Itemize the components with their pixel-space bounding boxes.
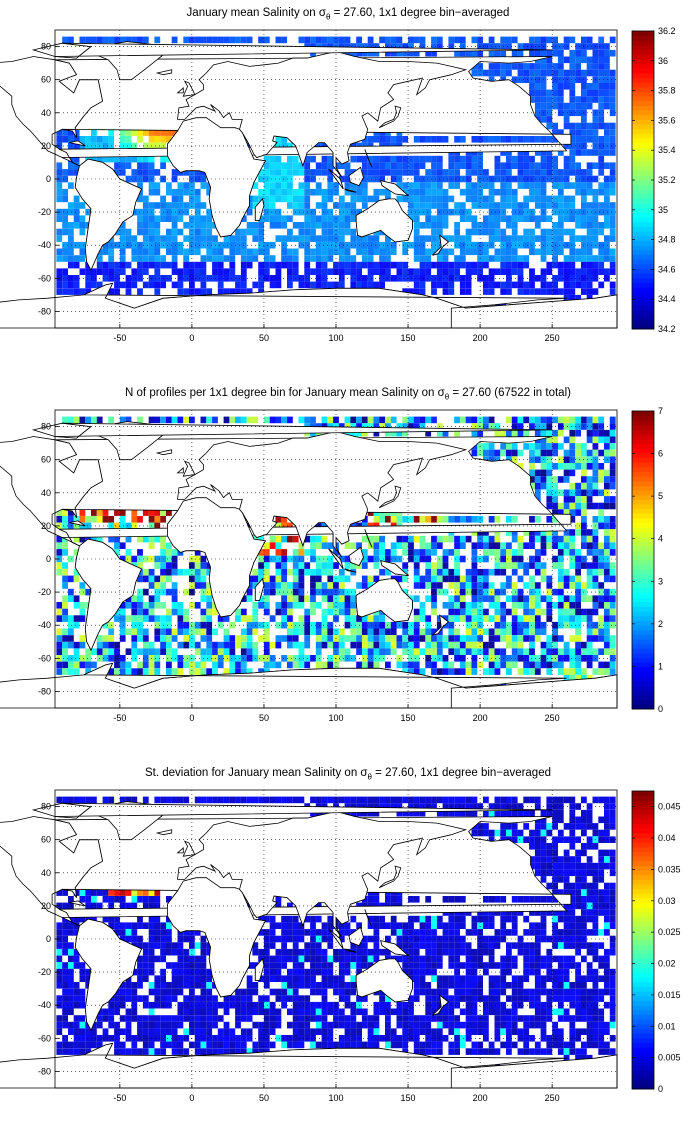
stdev-y-tick-label: 80 (41, 802, 51, 812)
count-y-tick-label: -20 (38, 587, 51, 597)
stdev-colorbar-tick-label: 0.04 (658, 833, 676, 843)
salinity-y-tick-label: 0 (46, 174, 51, 184)
salinity-y-tick-label: -60 (38, 273, 51, 283)
count-colorbar-tick-label: 2 (658, 619, 663, 629)
stdev-map-panel: St. deviation for January mean Salinity … (0, 760, 696, 1140)
stdev-colorbar-tick-label: 0 (658, 1084, 663, 1094)
salinity-colorbar: 36.2 36 35.8 35.6 35.4 35.2 35 34.8 34.6 34.4 34.2 (631, 26, 676, 334)
count-y-tick-label: -40 (38, 620, 51, 630)
count-y-tick-label: 0 (46, 554, 51, 564)
stdev-y-tick-label: -60 (38, 1033, 51, 1043)
salinity-y-tick-label: 60 (41, 75, 51, 85)
salinity-map-title: January mean Salinity on σθ = 27.60, 1x1… (186, 7, 510, 22)
stdev-colorbar-tick-label: 0.045 (658, 802, 681, 812)
count-colorbar: 7 6 5 4 3 2 1 0 (631, 406, 663, 714)
count-y-tick-label: 60 (41, 455, 51, 465)
stdev-colorbar-tick-label: 0.035 (658, 864, 681, 874)
salinity-y-tick-label: -20 (38, 207, 51, 217)
salinity-colorbar-tick-label: 36 (658, 56, 668, 66)
salinity-map-plot: January mean salinity field (mostly 34.4… (0, 26, 676, 343)
salinity-coastline (0, 41, 618, 329)
stdev-x-tick-label: 200 (473, 1093, 488, 1103)
count-grid (55, 410, 617, 708)
stdev-colorbar-tick-label: 0.015 (658, 990, 681, 1000)
count-colorbar-tick-label: 3 (658, 576, 663, 586)
salinity-x-tick-label: 50 (259, 333, 269, 343)
profile-count-map-title: N of profiles per 1x1 degree bin for Jan… (125, 387, 571, 402)
count-colorbar-tick-label: 7 (658, 406, 663, 416)
salinity-x-tick-label: -50 (113, 333, 126, 343)
count-x-tick-label: 100 (328, 713, 343, 723)
salinity-x-tick-label: 200 (473, 333, 488, 343)
count-x-tick-label: 150 (401, 713, 416, 723)
salinity-colorbar-tick-label: 35 (658, 205, 668, 215)
salinity-grid (55, 30, 617, 328)
salinity-colorbar-tick-label: 34.4 (658, 294, 676, 304)
count-x-tick-label: -50 (113, 713, 126, 723)
count-y-tick-label: 80 (41, 422, 51, 432)
salinity-colorbar-tick-label: 35.8 (658, 86, 676, 96)
salinity-colorbar-tick-label: 34.2 (658, 324, 676, 334)
stdev-map-plot: Standard deviation per bin-50 0 50 100 150 20… (0, 789, 681, 1103)
count-x-tick-label: 250 (545, 713, 560, 723)
count-colorbar-tick-label: 6 (658, 449, 663, 459)
salinity-colorbar-tick-label: 34.8 (658, 235, 676, 245)
salinity-y-tick-label: 40 (41, 108, 51, 118)
salinity-colorbar-tick-label: 35.2 (658, 175, 676, 185)
stdev-y-tick-label: 20 (41, 901, 51, 911)
stdev-colorbar-tick-label: 0.03 (658, 896, 676, 906)
count-colorbar-tick-label: 1 (658, 661, 663, 671)
count-x-tick-label: 0 (189, 713, 194, 723)
salinity-x-tick-label: 0 (189, 333, 194, 343)
profile-count-map-panel: N of profiles per 1x1 degree bin for Jan… (0, 380, 696, 760)
stdev-y-tick-label: 0 (46, 934, 51, 944)
stdev-x-tick-label: 0 (189, 1093, 194, 1103)
salinity-x-tick-label: 100 (328, 333, 343, 343)
count-colorbar-tick-label: 5 (658, 491, 663, 501)
stdev-colorbar-tick-label: 0.025 (658, 927, 681, 937)
salinity-y-tick-label: -40 (38, 240, 51, 250)
count-y-tick-label: 40 (41, 488, 51, 498)
stdev-y-tick-label: -80 (38, 1066, 51, 1076)
stdev-colorbar-tick-label: 0.01 (658, 1021, 676, 1031)
stdev-colorbar-tick-label: 0.005 (658, 1053, 681, 1063)
stdev-x-tick-label: 150 (401, 1093, 416, 1103)
count-colorbar-tick-label: 0 (658, 704, 663, 714)
count-value-field: Profile count per bin (56, 416, 616, 689)
profile-count-map-plot: Profile count per bin-50 0 50 100 150 200 2508… (0, 406, 663, 723)
count-x-tick-label: 50 (259, 713, 269, 723)
stdev-grid (55, 790, 617, 1088)
stdev-y-tick-label: -20 (38, 967, 51, 977)
count-coastline (0, 421, 618, 709)
salinity-colorbar-tick-label: 34.6 (658, 264, 676, 274)
salinity-x-tick-label: 250 (545, 333, 560, 343)
salinity-y-tick-label: 80 (41, 42, 51, 52)
salinity-colorbar-tick-label: 35.6 (658, 115, 676, 125)
stdev-y-tick-label: 40 (41, 868, 51, 878)
salinity-y-tick-label: -80 (38, 306, 51, 316)
count-y-tick-label: -60 (38, 653, 51, 663)
salinity-map-panel: January mean Salinity on σθ = 27.60, 1x1… (0, 0, 696, 380)
stdev-x-tick-label: 100 (328, 1093, 343, 1103)
stdev-x-tick-label: -50 (113, 1093, 126, 1103)
count-colorbar-tick-label: 4 (658, 534, 663, 544)
stdev-map-title: St. deviation for January mean Salinity … (144, 767, 551, 782)
count-y-tick-label: -80 (38, 686, 51, 696)
stdev-coastline (0, 801, 618, 1089)
stdev-x-tick-label: 50 (259, 1093, 269, 1103)
count-y-tick-label: 20 (41, 521, 51, 531)
count-x-tick-label: 200 (473, 713, 488, 723)
salinity-y-tick-label: 20 (41, 141, 51, 151)
stdev-colorbar-tick-label: 0.02 (658, 959, 676, 969)
stdev-y-tick-label: 60 (41, 835, 51, 845)
stdev-colorbar: 0.045 0.04 0.035 0.03 0.025 0.02 0.015 0.01 0.00… (631, 790, 681, 1094)
stdev-x-tick-label: 250 (545, 1093, 560, 1103)
salinity-colorbar-tick-label: 36.2 (658, 26, 676, 36)
stdev-y-tick-label: -40 (38, 1000, 51, 1010)
salinity-colorbar-tick-label: 35.4 (658, 145, 676, 155)
salinity-x-tick-label: 150 (401, 333, 416, 343)
